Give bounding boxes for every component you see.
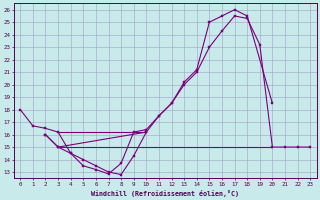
X-axis label: Windchill (Refroidissement éolien,°C): Windchill (Refroidissement éolien,°C) [91,190,239,197]
